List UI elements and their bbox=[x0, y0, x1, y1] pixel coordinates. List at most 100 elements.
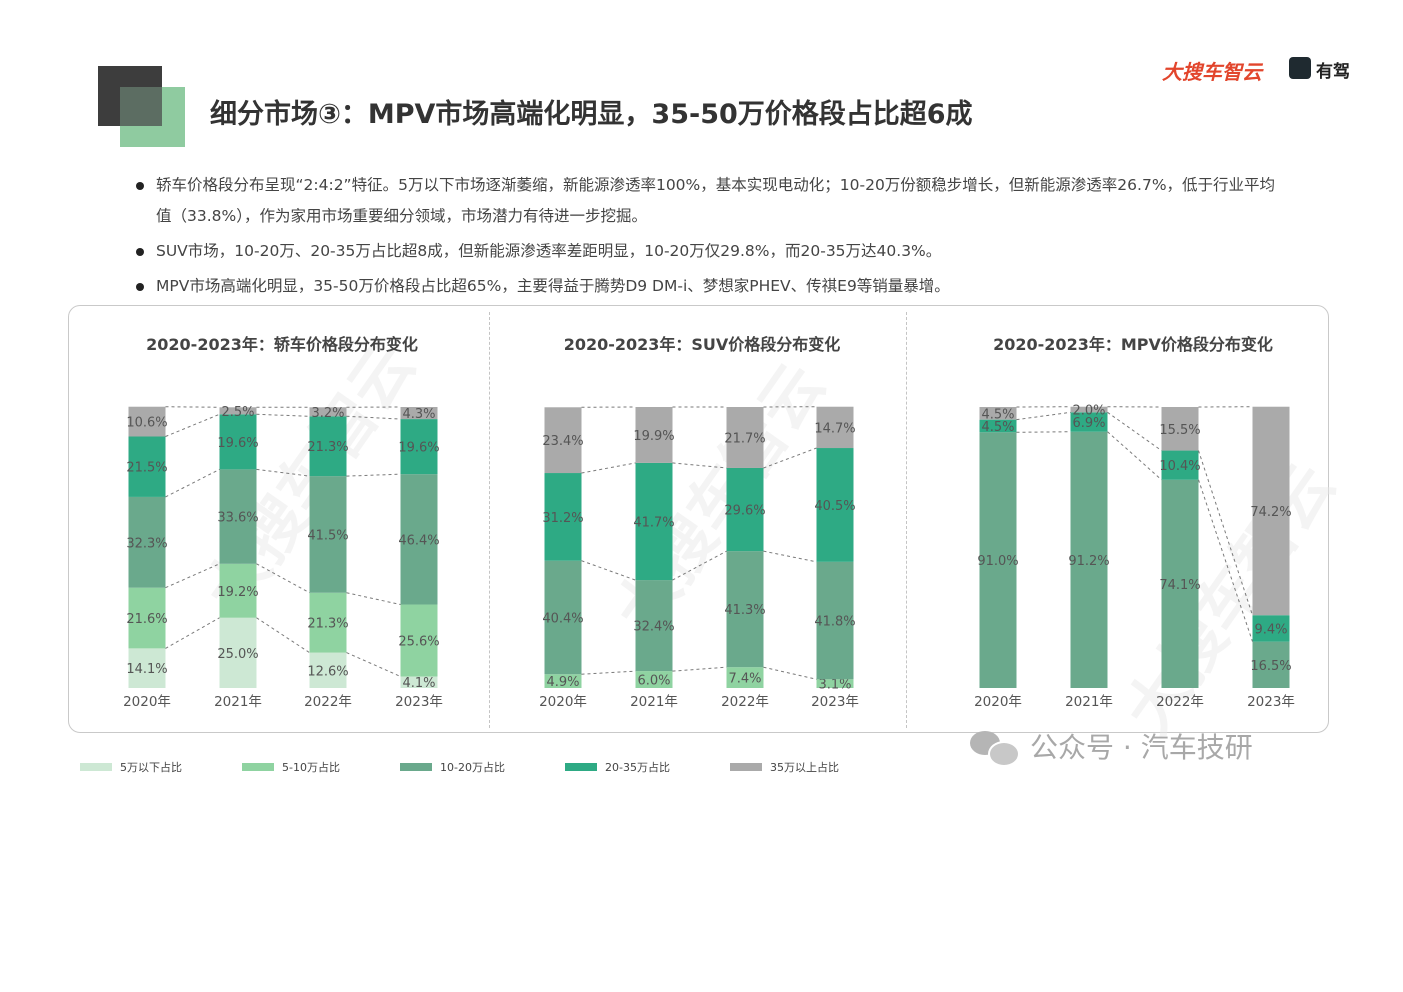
legend-item-10to20: 10-20万占比 bbox=[400, 758, 505, 776]
bar-segment bbox=[1070, 431, 1108, 688]
data-label: 10.6% bbox=[126, 416, 167, 431]
data-label: 40.5% bbox=[814, 499, 855, 514]
data-label: 91.2% bbox=[1068, 554, 1109, 569]
bar-segment bbox=[635, 462, 673, 581]
bar-segment bbox=[309, 592, 347, 653]
connector-line bbox=[346, 415, 401, 420]
connector-line bbox=[763, 666, 817, 680]
data-label: 3.1% bbox=[818, 678, 851, 693]
bar-segment bbox=[635, 407, 673, 463]
bar-segment bbox=[309, 407, 347, 417]
data-label: 4.1% bbox=[402, 676, 435, 691]
bar-segment bbox=[309, 416, 347, 477]
data-label: 33.6% bbox=[217, 511, 258, 526]
data-label: 10.4% bbox=[1159, 459, 1200, 474]
bar-segment bbox=[128, 406, 166, 437]
legend-item-20to35: 20-35万占比 bbox=[565, 758, 670, 776]
connector-line bbox=[165, 413, 220, 437]
bar-segment bbox=[128, 587, 166, 649]
bar-segment bbox=[1070, 412, 1108, 432]
chart-legend: 5万以下占比 5-10万占比 10-20万占比 20-35万占比 35万以上占比 bbox=[80, 758, 880, 778]
connector-line bbox=[763, 550, 817, 563]
x-tick-label: 2022年 bbox=[1156, 694, 1204, 710]
bar-segment bbox=[219, 563, 257, 618]
data-label: 4.9% bbox=[546, 675, 579, 690]
connector-line bbox=[1016, 431, 1071, 433]
data-label: 74.1% bbox=[1159, 578, 1200, 593]
data-label: 14.7% bbox=[814, 421, 855, 436]
bar-segment bbox=[816, 448, 854, 562]
x-tick-label: 2023年 bbox=[395, 694, 443, 710]
data-label: 41.8% bbox=[814, 615, 855, 630]
panel-divider bbox=[489, 312, 490, 728]
summary-bullets: 轿车价格段分布呈现“2:4:2”特征。5万以下市场逐渐萎缩，新能源渗透率100%… bbox=[136, 170, 1286, 306]
data-label: 9.4% bbox=[1254, 622, 1287, 637]
data-label: 19.9% bbox=[633, 429, 674, 444]
data-label: 4.3% bbox=[402, 407, 435, 422]
panel-divider bbox=[906, 312, 907, 728]
bar-segment bbox=[635, 580, 673, 672]
bar-segment bbox=[726, 407, 764, 468]
connector-line bbox=[346, 652, 401, 677]
legend-swatch bbox=[80, 763, 112, 771]
connector-line bbox=[256, 468, 310, 477]
bar-segment bbox=[1161, 479, 1199, 688]
data-label: 19.6% bbox=[398, 441, 439, 456]
legend-item-over35: 35万以上占比 bbox=[730, 758, 839, 776]
bar-segment bbox=[128, 648, 166, 688]
bar-segment bbox=[544, 473, 582, 561]
bar-segment bbox=[400, 604, 438, 677]
connector-line bbox=[672, 550, 727, 581]
data-label: 19.6% bbox=[217, 436, 258, 451]
data-label: 41.3% bbox=[724, 603, 765, 618]
data-label: 6.0% bbox=[637, 674, 670, 689]
data-label: 21.5% bbox=[126, 461, 167, 476]
data-label: 31.2% bbox=[542, 511, 583, 526]
data-label: 21.6% bbox=[126, 612, 167, 627]
bullet-item: MPV市场高端化明显，35-50万价格段占比超65%，主要得益于腾势D9 DM-… bbox=[136, 271, 1286, 302]
data-label: 12.6% bbox=[307, 664, 348, 679]
page-title: 细分市场③：MPV市场高端化明显，35-50万价格段占比超6成 bbox=[210, 99, 973, 130]
x-tick-label: 2021年 bbox=[214, 694, 262, 710]
connector-line bbox=[1107, 411, 1162, 451]
bar-segment bbox=[979, 432, 1017, 688]
bullet-item: SUV市场，10-20万、20-35万占比超8成，但新能源渗透率差距明显，10-… bbox=[136, 236, 1286, 267]
charts-panel bbox=[68, 305, 1329, 733]
bar-segment bbox=[726, 467, 764, 552]
data-label: 4.5% bbox=[981, 407, 1014, 422]
data-label: 41.5% bbox=[307, 528, 348, 543]
bar-segment bbox=[1252, 641, 1290, 688]
connector-line bbox=[256, 563, 310, 594]
connector-line bbox=[256, 413, 310, 417]
connector-line bbox=[346, 592, 401, 606]
x-tick-label: 2021年 bbox=[1065, 694, 1113, 710]
data-label: 32.3% bbox=[126, 536, 167, 551]
data-label: 91.0% bbox=[977, 554, 1018, 569]
bullet-dot-icon bbox=[136, 248, 144, 256]
bar-segment bbox=[400, 474, 438, 605]
bar-segment bbox=[400, 407, 438, 420]
data-label: 21.7% bbox=[724, 431, 765, 446]
data-label: 16.5% bbox=[1250, 659, 1291, 674]
bar-segment bbox=[816, 561, 854, 680]
x-tick-label: 2023年 bbox=[1247, 694, 1295, 710]
legend-swatch bbox=[400, 763, 432, 771]
bar-segment bbox=[816, 406, 854, 449]
connector-line bbox=[165, 406, 220, 408]
bar-segment bbox=[1070, 406, 1108, 413]
title-decoration-overlap bbox=[120, 87, 162, 126]
data-label: 7.4% bbox=[728, 672, 761, 687]
bar-segment bbox=[635, 671, 673, 688]
data-label: 21.3% bbox=[307, 440, 348, 455]
bar-segment bbox=[544, 407, 582, 474]
bar-segment bbox=[979, 407, 1017, 420]
data-label: 29.6% bbox=[724, 504, 765, 519]
x-tick-label: 2020年 bbox=[539, 694, 587, 710]
bullet-item: 轿车价格段分布呈现“2:4:2”特征。5万以下市场逐渐萎缩，新能源渗透率100%… bbox=[136, 170, 1286, 232]
legend-swatch bbox=[565, 763, 597, 771]
bar-segment bbox=[544, 674, 582, 688]
bar-segment bbox=[1252, 406, 1290, 616]
bar-segment bbox=[219, 469, 257, 564]
connector-line bbox=[1198, 479, 1253, 642]
